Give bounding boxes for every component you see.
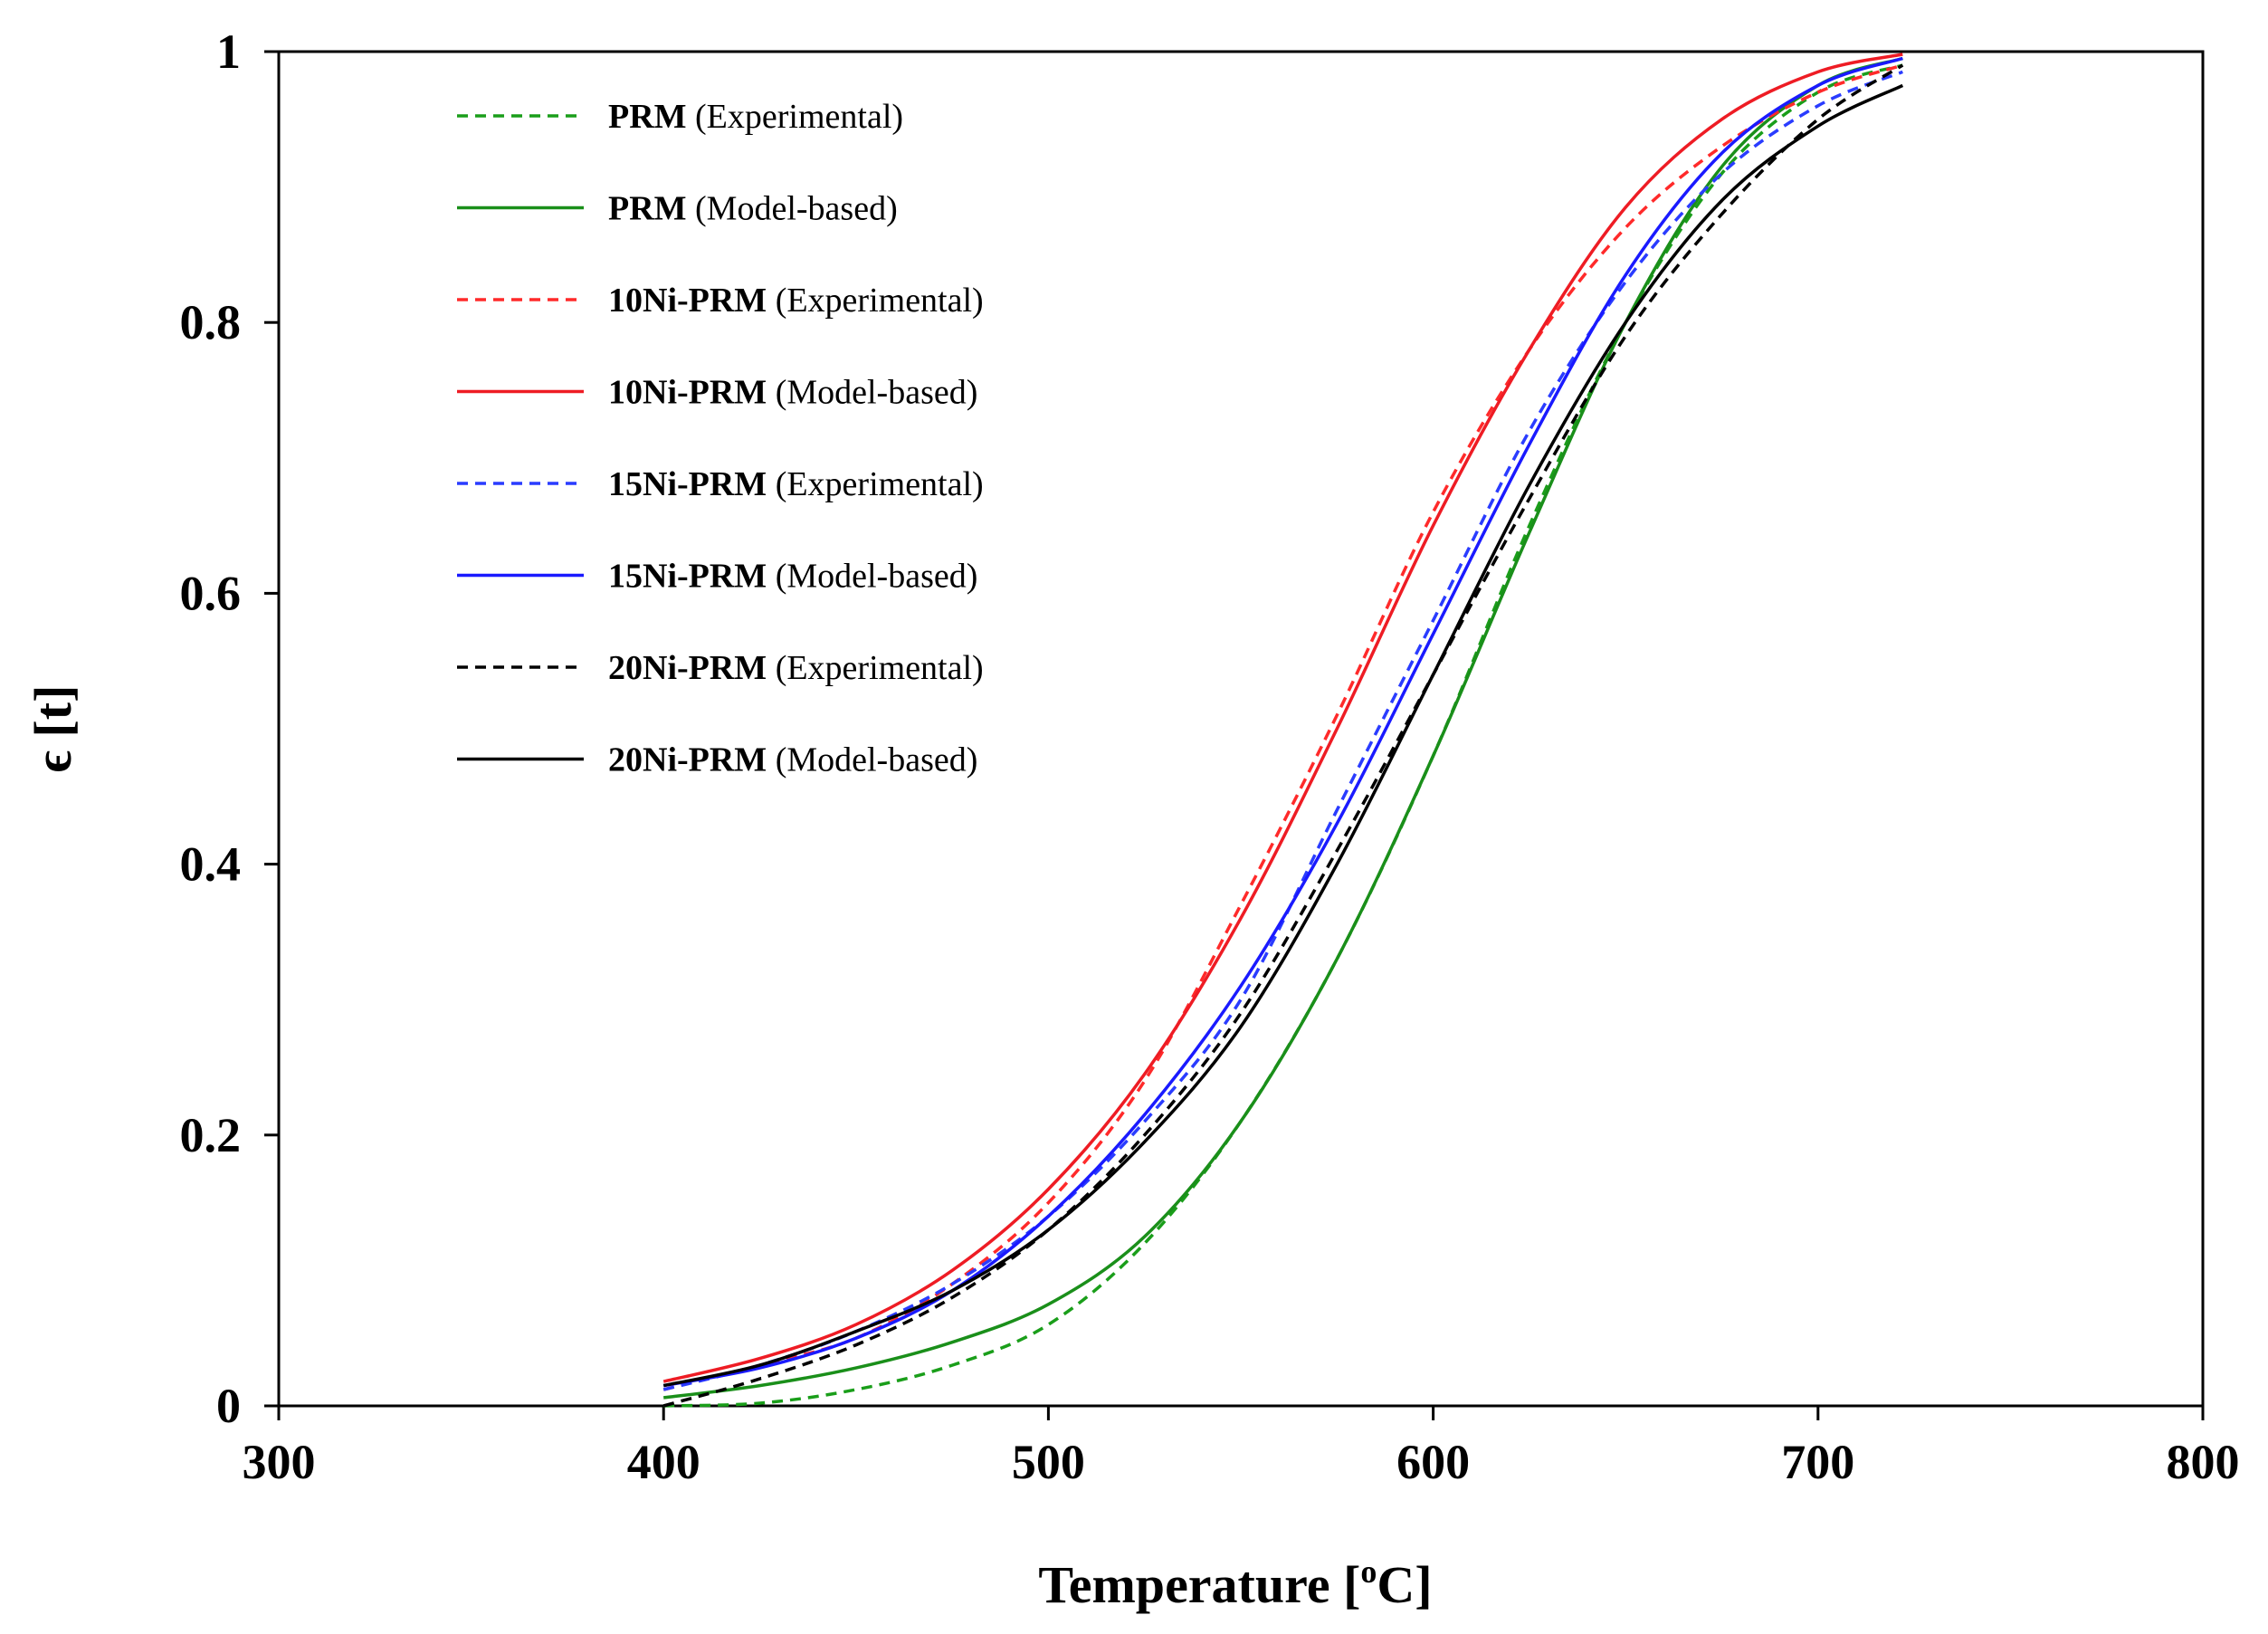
legend-label: PRM (Model-based) (608, 190, 898, 228)
series-line (662, 53, 1903, 1383)
axes: 300 400 500 600 700 800 0 0.2 0.4 0.6 0.8 1 (180, 24, 2240, 1489)
plot-frame (277, 50, 2205, 1408)
legend-label: 15Ni-PRM (Model-based) (608, 558, 977, 596)
series-lines (662, 53, 1904, 1408)
x-tick-label: 500 (1012, 1435, 1085, 1489)
series-line (662, 63, 1903, 1391)
y-tick-label: 1 (216, 24, 241, 79)
legend-label: 10Ni-PRM (Experimental) (608, 282, 984, 320)
x-tick-label: 400 (627, 1435, 700, 1489)
y-tick-label: 0.2 (180, 1108, 242, 1162)
legend-label: 20Ni-PRM (Experimental) (608, 649, 984, 687)
series-line (662, 56, 1903, 1388)
x-tick-label: 700 (1781, 1435, 1854, 1489)
x-axis-title: Temperature [oC] (1038, 1553, 1432, 1614)
y-tick-label: 0.8 (180, 295, 242, 349)
legend-label: 20Ni-PRM (Model-based) (608, 741, 977, 779)
x-tick-label: 800 (2167, 1435, 2240, 1489)
y-tick-label: 0.6 (180, 566, 242, 620)
legend-label: PRM (Experimental) (608, 98, 903, 136)
y-tick-label: 0 (216, 1379, 241, 1433)
series-line (662, 56, 1903, 1400)
series-line (662, 63, 1904, 1408)
y-axis-title: ϵ [t] (24, 685, 82, 773)
legend-label: 15Ni-PRM (Experimental) (608, 465, 984, 503)
series-line (662, 70, 1903, 1391)
legend: PRM (Experimental) PRM (Model-based) 10Ni-… (457, 98, 984, 779)
x-tick-label: 300 (243, 1435, 316, 1489)
series-line (663, 63, 1903, 1408)
series-line (662, 83, 1904, 1388)
legend-label: 10Ni-PRM (Model-based) (608, 374, 977, 412)
x-tick-label: 600 (1396, 1435, 1470, 1489)
y-tick-label: 0.4 (180, 837, 242, 892)
